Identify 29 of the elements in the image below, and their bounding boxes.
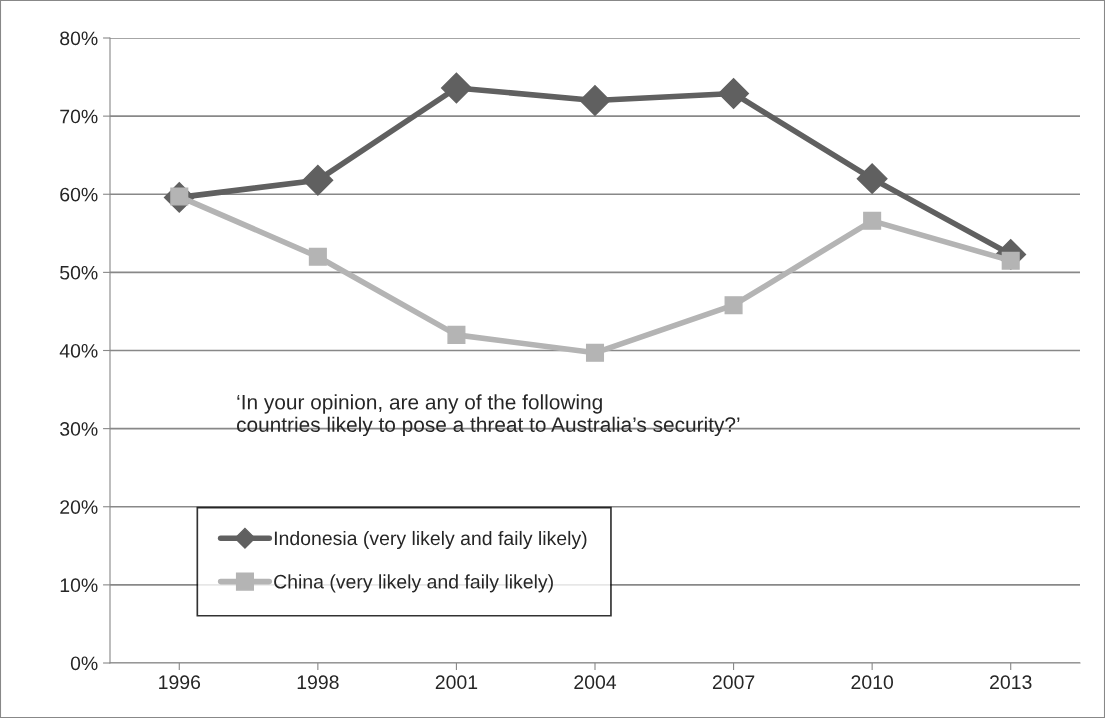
y-tick-label: 20% [60,500,98,514]
point [724,296,743,315]
x-tick-label: 2004 [574,675,617,690]
annotation: ‘In your opinion, are any of the following countries likely to pose a threat to Australia’s security?’ [236,394,740,437]
legend-label: China (very likely and faily likely) [274,574,553,593]
y-tick-label: 50% [60,265,98,280]
y-tick-label: 10% [60,578,98,593]
point [447,325,466,344]
point [856,163,888,195]
point [308,247,327,266]
x-tick-label: 2001 [435,675,478,690]
y-tick-label: 80% [60,31,98,46]
x-tick-label: 2013 [990,675,1032,690]
y-tick-label: 0% [70,656,98,671]
legend-label: Indonesia (very likely and faily likely) [274,530,587,550]
x-tick-label: 2007 [712,675,755,690]
y-tick-label: 30% [60,422,98,436]
y-tick-label: 40% [59,343,98,358]
x-tick-label: 2010 [851,675,894,690]
y-tick-label: 70% [60,109,98,124]
point [441,72,472,104]
point [863,211,882,230]
x-tick-label: 1998 [297,675,339,690]
point [718,78,749,109]
point [585,343,605,362]
x-tick-label: 1996 [159,675,201,690]
y-tick-label: 60% [60,187,98,202]
point [579,85,611,116]
point [302,164,334,196]
